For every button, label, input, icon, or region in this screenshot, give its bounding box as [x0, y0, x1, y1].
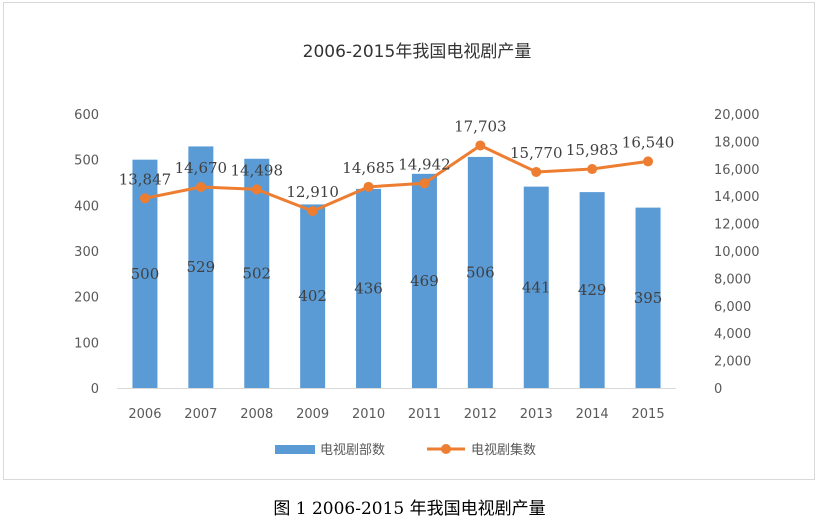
y-right-tick-label: 8,000	[714, 272, 751, 287]
y-right-tick-label: 6,000	[714, 300, 751, 315]
y-left-tick-label: 400	[74, 199, 99, 214]
y-right-tick-label: 0	[714, 382, 722, 397]
figure-caption: 图 1 2006-2015 年我国电视剧产量	[273, 499, 546, 519]
y-right-tick-label: 20,000	[714, 108, 760, 123]
line-point	[307, 206, 318, 217]
bar-data-label: 529	[187, 258, 216, 276]
y-right-tick-label: 2,000	[714, 355, 751, 370]
y-right-tick-label: 4,000	[714, 327, 751, 342]
line-point	[475, 140, 486, 151]
bar	[467, 156, 493, 388]
bar-data-label: 506	[466, 263, 495, 281]
chart-svg: 2006-2015年我国电视剧产量 0 100 200 300 400 500 600 0 2…	[74, 42, 760, 458]
bar-data-label: 500	[131, 265, 160, 283]
bar	[635, 207, 661, 388]
x-tick-label: 2009	[296, 407, 329, 422]
bar	[411, 173, 437, 388]
x-tick-label: 2013	[520, 407, 553, 422]
legend-bar-label: 电视剧部数	[320, 443, 385, 458]
bar-data-label: 429	[578, 281, 607, 299]
bar	[579, 192, 605, 388]
y-left-tick-label: 600	[74, 108, 99, 123]
x-tick-label: 2007	[184, 407, 217, 422]
y-left-tick-label: 300	[74, 245, 99, 260]
bar	[300, 204, 326, 388]
bar-data-label: 402	[298, 287, 327, 305]
line-data-label: 14,498	[231, 161, 284, 179]
line-data-label: 15,983	[566, 141, 619, 159]
bar-data-label: 436	[354, 279, 383, 297]
legend-line-label: 电视剧集数	[471, 442, 536, 458]
y-right-tick-label: 14,000	[714, 190, 760, 205]
legend: 电视剧部数 电视剧集数	[275, 442, 536, 458]
chart-frame: 2006-2015年我国电视剧产量 0 100 200 300 400 500 600 0 2…	[3, 2, 815, 480]
x-tick-label: 2012	[464, 407, 497, 422]
y-right-tick-label: 12,000	[714, 218, 760, 233]
y-right-tick-label: 18,000	[714, 135, 760, 150]
left-axis: 0 100 200 300 400 500 600	[74, 108, 99, 397]
line-point	[643, 156, 654, 167]
line-data-label: 16,540	[622, 133, 675, 151]
line-data-label: 13,847	[119, 170, 172, 188]
line-data-label: 14,942	[398, 155, 451, 173]
bar-data-label: 441	[522, 278, 551, 296]
x-tick-label: 2014	[576, 407, 609, 422]
line-data-label: 17,703	[454, 117, 507, 135]
line-point	[195, 182, 206, 193]
bar-data-label: 395	[634, 289, 663, 307]
y-right-tick-label: 10,000	[714, 245, 760, 260]
x-axis: 2006 2007 2008 2009 2010 2011 2012 2013 2014 2015	[128, 407, 664, 422]
bar	[356, 188, 382, 388]
line-point	[139, 193, 150, 204]
x-tick-label: 2011	[408, 407, 441, 422]
bar-data-label: 469	[410, 272, 439, 290]
line-point	[363, 181, 374, 192]
bar	[244, 158, 270, 388]
right-axis: 0 2,000 4,000 6,000 8,000 10,000 12,000 14,000 1…	[714, 108, 760, 397]
line-data-label: 12,910	[286, 183, 339, 201]
line-point	[587, 164, 598, 175]
y-left-tick-label: 100	[74, 336, 99, 351]
x-tick-label: 2006	[128, 407, 161, 422]
legend-bar-swatch	[275, 445, 315, 454]
bar-data-labels: 500 529 502 402 436 469 506 441 429 395	[131, 258, 663, 307]
line-data-label: 15,770	[510, 144, 563, 162]
line-point	[251, 184, 262, 195]
chart-title: 2006-2015年我国电视剧产量	[303, 42, 532, 62]
y-left-tick-label: 0	[91, 382, 99, 397]
line-series	[139, 140, 654, 217]
legend-line-marker	[441, 444, 451, 454]
line-data-label: 14,685	[342, 159, 395, 177]
bar-data-label: 502	[242, 264, 271, 282]
y-right-tick-label: 16,000	[714, 163, 760, 178]
x-tick-label: 2010	[352, 407, 385, 422]
bar	[523, 186, 549, 388]
line-point	[419, 178, 430, 189]
series-line	[144, 143, 649, 213]
line-data-label: 14,670	[175, 159, 228, 177]
y-left-tick-label: 500	[74, 154, 99, 169]
line-point	[531, 166, 542, 177]
y-left-tick-label: 200	[74, 291, 99, 306]
x-tick-label: 2008	[240, 407, 273, 422]
x-tick-label: 2015	[632, 407, 665, 422]
